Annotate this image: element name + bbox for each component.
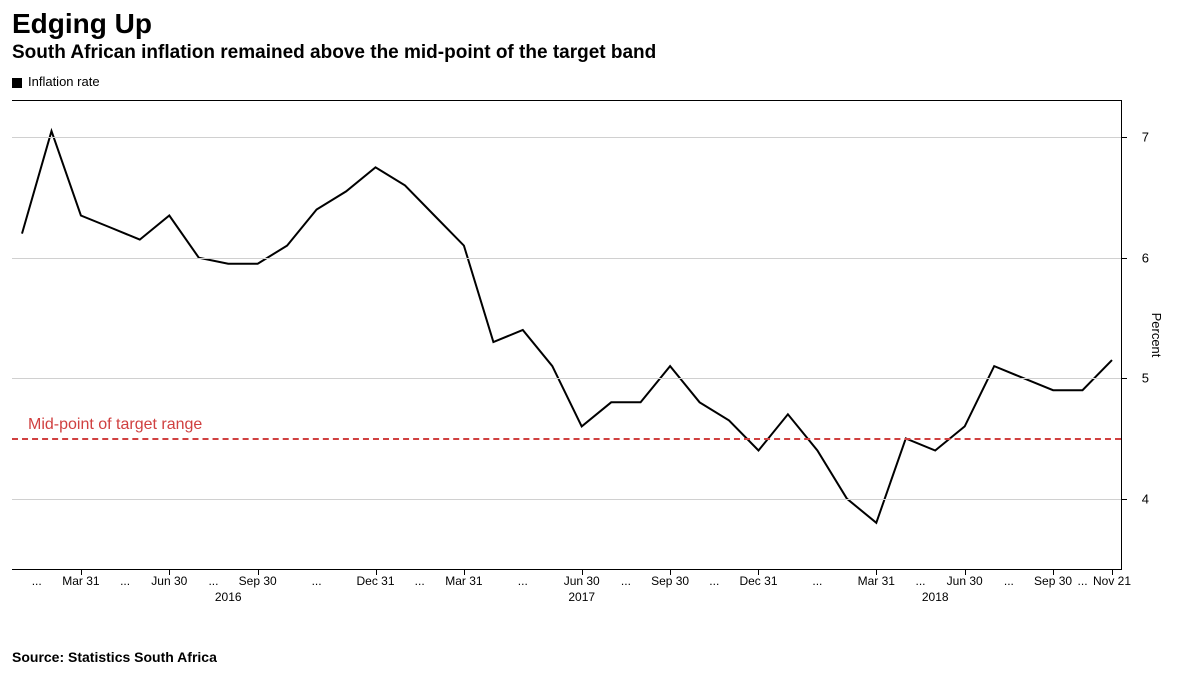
y-tick-label: 6 [1142, 250, 1149, 265]
chart-subtitle: South African inflation remained above t… [0, 40, 1200, 70]
x-year-label: 2016 [215, 590, 242, 604]
gridline [12, 258, 1121, 259]
legend-marker [12, 78, 22, 88]
chart-area: Percent 4567Mid-point of target range ..… [12, 100, 1188, 610]
x-tick-ellipsis: ... [1004, 574, 1014, 588]
x-tick-ellipsis: ... [915, 574, 925, 588]
gridline [12, 378, 1121, 379]
y-tick-mark [1121, 258, 1127, 259]
x-tick-label: Mar 31 [858, 574, 895, 588]
x-year-label: 2017 [568, 590, 595, 604]
line-chart-svg [12, 101, 1122, 571]
x-tick-label: Mar 31 [445, 574, 482, 588]
x-tick-label: Jun 30 [151, 574, 187, 588]
y-tick-mark [1121, 378, 1127, 379]
x-year-label: 2018 [922, 590, 949, 604]
plot-area: Percent 4567Mid-point of target range [12, 100, 1122, 570]
x-tick-label: Jun 30 [564, 574, 600, 588]
x-tick-ellipsis: ... [812, 574, 822, 588]
x-tick-label: Sep 30 [651, 574, 689, 588]
x-tick-ellipsis: ... [120, 574, 130, 588]
x-tick-label: Dec 31 [356, 574, 394, 588]
x-tick-label: Nov 21 [1093, 574, 1131, 588]
x-tick-label: Jun 30 [947, 574, 983, 588]
chart-source: Source: Statistics South Africa [12, 649, 217, 665]
x-tick-label: Sep 30 [239, 574, 277, 588]
x-axis: ... Mar 31... Jun 30... Sep 30... Dec 31... M… [12, 570, 1122, 610]
x-tick-ellipsis: ... [621, 574, 631, 588]
y-tick-label: 7 [1142, 130, 1149, 145]
gridline [12, 137, 1121, 138]
x-tick-label: Sep 30 [1034, 574, 1072, 588]
x-tick-ellipsis: ... [518, 574, 528, 588]
chart-title: Edging Up [0, 0, 1200, 40]
x-tick-label: Mar 31 [62, 574, 99, 588]
inflation-line [22, 131, 1112, 523]
y-tick-label: 4 [1142, 491, 1149, 506]
chart-legend: Inflation rate [0, 70, 1200, 91]
x-tick-ellipsis: ... [1078, 574, 1088, 588]
y-tick-mark [1121, 499, 1127, 500]
x-tick-label: Dec 31 [739, 574, 777, 588]
gridline [12, 499, 1121, 500]
midpoint-label: Mid-point of target range [28, 416, 202, 434]
x-tick-ellipsis: ... [709, 574, 719, 588]
legend-label: Inflation rate [28, 74, 100, 89]
x-tick-ellipsis: ... [208, 574, 218, 588]
x-tick-ellipsis: ... [32, 574, 42, 588]
y-tick-mark [1121, 137, 1127, 138]
midpoint-line [12, 438, 1121, 440]
y-tick-label: 5 [1142, 371, 1149, 386]
x-tick-ellipsis: ... [312, 574, 322, 588]
x-tick-ellipsis: ... [415, 574, 425, 588]
y-axis-label: Percent [1149, 313, 1164, 358]
